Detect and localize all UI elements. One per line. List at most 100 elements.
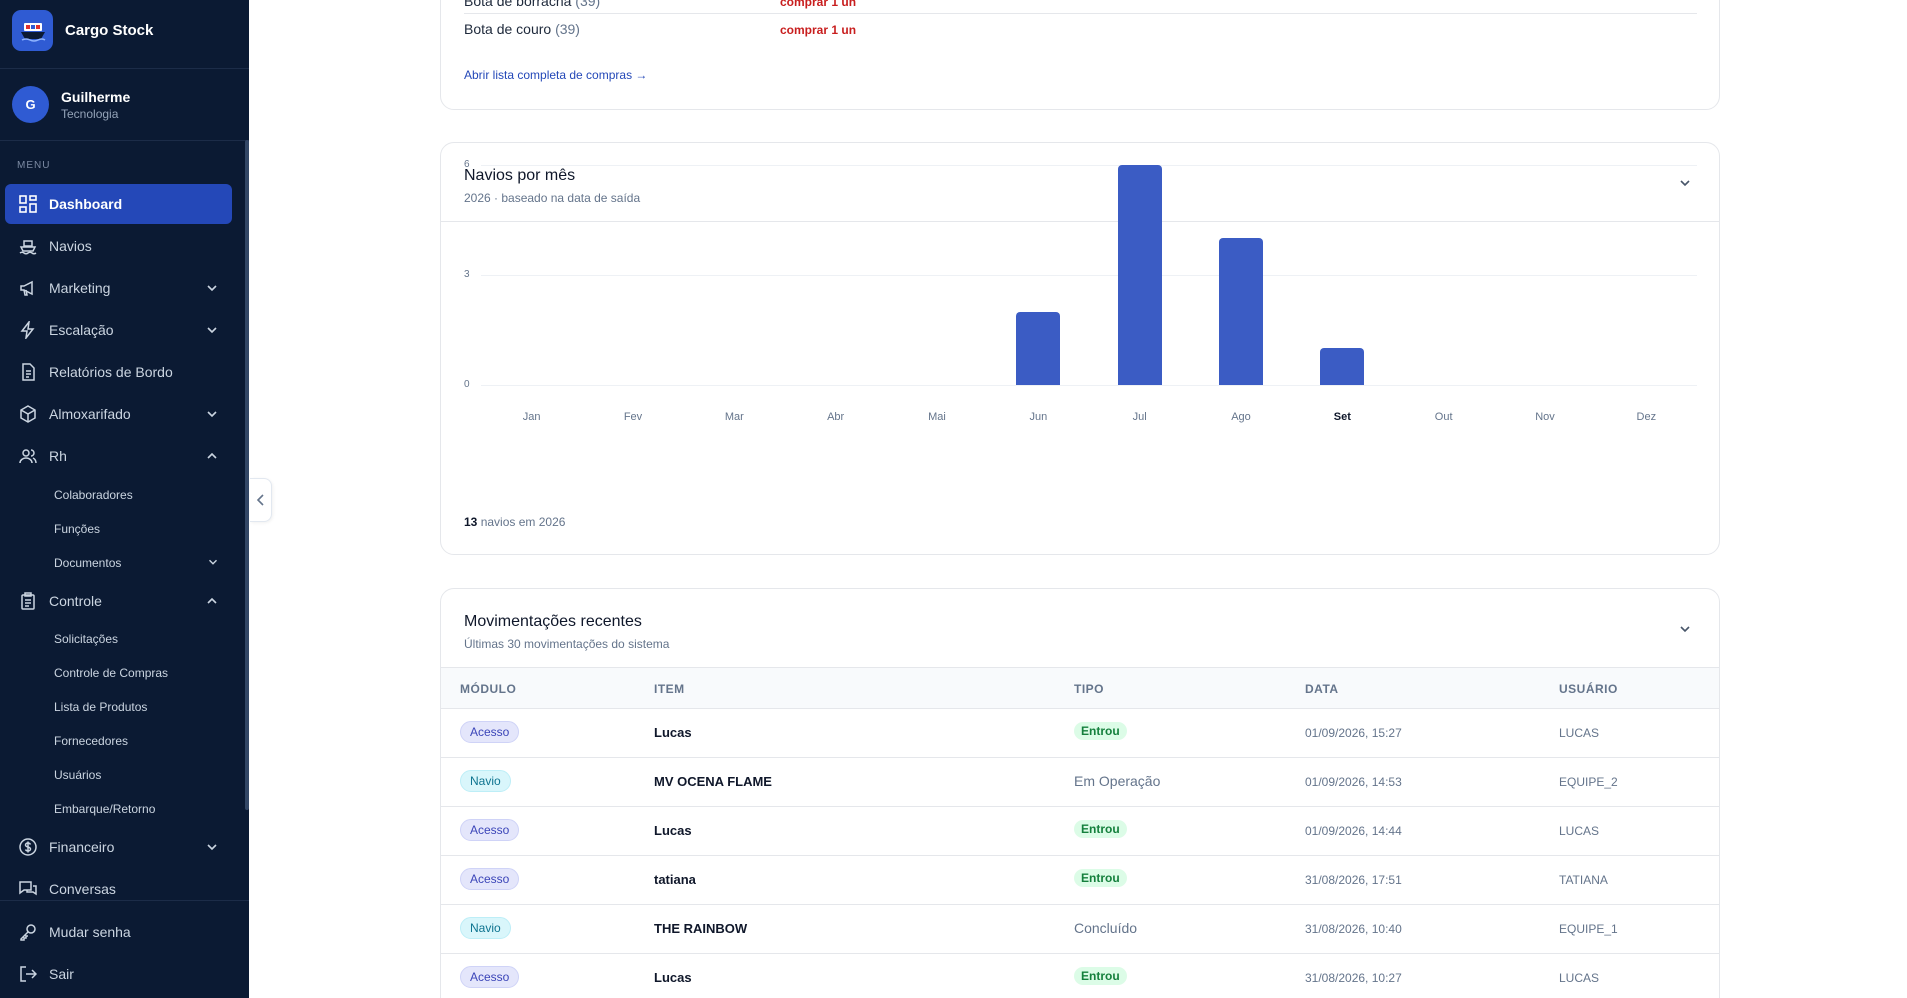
x-tick-label: Out xyxy=(1434,411,1453,423)
chevron-up-icon xyxy=(207,597,217,604)
sidebar-item-sair[interactable]: Sair xyxy=(5,954,232,994)
ships-per-month-card: Navios por mês 2026 · baseado na data de… xyxy=(440,142,1720,555)
column-header-date[interactable]: DATA xyxy=(1305,682,1339,696)
chevron-left-icon xyxy=(256,494,264,506)
bar-jun[interactable] xyxy=(1016,311,1061,385)
sidebar-subitem-colaboradores[interactable]: Colaboradores xyxy=(54,488,133,502)
module-badge: Navio xyxy=(460,917,511,939)
bar-ago[interactable] xyxy=(1219,238,1263,385)
sidebar-subitem-solicitacoes[interactable]: Solicitações xyxy=(54,632,119,646)
sidebar-item-label: Sair xyxy=(49,966,74,982)
chevron-down-icon[interactable] xyxy=(1677,621,1693,637)
brand[interactable]: Cargo Stock xyxy=(12,10,153,51)
date-cell: 01/09/2026, 14:53 xyxy=(1305,775,1402,789)
column-header-item[interactable]: ITEM xyxy=(654,682,685,696)
user-cell: EQUIPE_1 xyxy=(1559,922,1618,936)
table-row[interactable]: Acesso Lucas Entrou 31/08/2026, 10:27 LUCAS xyxy=(441,954,1719,998)
ship-icon xyxy=(18,236,38,256)
purchase-item-name: Bota de couro xyxy=(464,21,552,37)
purchase-action: comprar 1 un xyxy=(780,0,857,9)
app-name: Cargo Stock xyxy=(65,22,154,39)
sidebar-item-rh[interactable]: Rh xyxy=(5,436,232,476)
chevron-down-icon xyxy=(207,411,217,418)
sidebar-subitem-funcoes[interactable]: Funções xyxy=(54,522,101,536)
sidebar-subitem-documentos[interactable]: Documentos xyxy=(54,553,234,573)
chevron-down-icon xyxy=(209,559,217,565)
purchase-item-qty: (39) xyxy=(555,21,580,37)
date-cell: 31/08/2026, 10:40 xyxy=(1305,922,1402,936)
user-cell: LUCAS xyxy=(1559,726,1600,740)
user-cell: LUCAS xyxy=(1559,824,1600,838)
card-header[interactable]: Navios por mês 2026 · baseado na data de… xyxy=(441,143,1719,222)
card-title: Movimentações recentes xyxy=(464,613,642,630)
collapse-sidebar-button[interactable] xyxy=(250,478,272,522)
card-header[interactable]: Movimentações recentes Últimas 30 movime… xyxy=(441,589,1719,668)
sidebar-subitem-controle-de-compras[interactable]: Controle de Compras xyxy=(54,666,169,680)
sidebar-item-mudar-senha[interactable]: Mudar senha xyxy=(5,912,232,952)
menu-title: MENU xyxy=(17,160,51,171)
sidebar-item-escalacao[interactable]: Escalação xyxy=(5,310,232,350)
megaphone-icon xyxy=(18,278,38,298)
column-header-user[interactable]: USUÁRIO xyxy=(1559,682,1618,696)
sidebar-item-label: Almoxarifado xyxy=(49,406,131,422)
x-tick-label: Nov xyxy=(1535,411,1555,423)
sidebar: Cargo Stock G Guilherme Tecnologia MENU … xyxy=(0,0,249,998)
chevron-down-icon xyxy=(207,327,217,334)
bolt-icon xyxy=(18,320,38,340)
sidebar-item-label: Conversas xyxy=(49,881,116,897)
table-row[interactable]: Acesso tatiana Entrou 31/08/2026, 17:51 TATI… xyxy=(441,856,1719,905)
table-row[interactable]: Acesso Lucas Entrou 01/09/2026, 15:27 LUCAS xyxy=(441,709,1719,758)
type-text: Em Operação xyxy=(1074,773,1161,789)
type-badge: Entrou xyxy=(1074,722,1127,740)
sidebar-item-label: Controle xyxy=(49,593,102,609)
sidebar-subitem-lista-de-produtos[interactable]: Lista de Produtos xyxy=(54,700,148,714)
chevron-down-icon[interactable] xyxy=(1677,175,1693,191)
y-tick-label: 0 xyxy=(464,379,470,390)
date-cell: 31/08/2026, 10:27 xyxy=(1305,971,1402,985)
sidebar-item-financeiro[interactable]: Financeiro xyxy=(5,827,232,867)
item-name: THE RAINBOW xyxy=(654,921,748,936)
x-tick-label: Jul xyxy=(1132,411,1147,423)
purchase-item-name: Bota de borracha xyxy=(464,0,572,9)
document-icon xyxy=(18,362,38,382)
bar-set[interactable] xyxy=(1320,348,1365,385)
divider xyxy=(0,140,249,141)
sidebar-item-relatorios-de-bordo[interactable]: Relatórios de Bordo xyxy=(5,352,232,392)
purchase-row: Bota de borracha (39) xyxy=(464,0,600,9)
open-purchase-list-link[interactable]: Abrir lista completa de compras → xyxy=(464,68,648,82)
purchases-card: Bota de borracha (39) comprar 1 un Bota … xyxy=(440,0,1720,110)
purchase-action: comprar 1 un xyxy=(780,23,857,37)
sidebar-scrollbar[interactable] xyxy=(245,140,249,810)
x-tick-label: Jun xyxy=(1029,411,1048,423)
module-badge: Navio xyxy=(460,770,511,792)
sidebar-subitem-usuarios[interactable]: Usuários xyxy=(54,768,102,782)
table-row[interactable]: Acesso Lucas Entrou 01/09/2026, 14:44 LUCAS xyxy=(441,807,1719,856)
sidebar-item-controle[interactable]: Controle xyxy=(5,581,232,621)
sidebar-subitem-embarque-retorno[interactable]: Embarque/Retorno xyxy=(54,802,156,816)
chevron-up-icon xyxy=(207,452,217,459)
total-count: 13 xyxy=(464,515,478,529)
sidebar-item-conversas[interactable]: Conversas xyxy=(5,869,232,909)
sidebar-subitem-fornecedores[interactable]: Fornecedores xyxy=(54,734,129,748)
type-text: Concluído xyxy=(1074,920,1138,936)
column-header-type[interactable]: TIPO xyxy=(1074,682,1105,696)
column-header-module[interactable]: MÓDULO xyxy=(460,682,517,696)
x-tick-label: Jan xyxy=(522,411,541,423)
total-label: navios em 2026 xyxy=(480,515,566,529)
table-row[interactable]: Navio MV OCENA FLAME Em Operação 01/09/2026… xyxy=(441,758,1719,807)
sidebar-item-marketing[interactable]: Marketing xyxy=(5,268,232,308)
sidebar-item-navios[interactable]: Navios xyxy=(5,226,232,266)
module-badge: Acesso xyxy=(460,721,520,743)
type-badge: Entrou xyxy=(1074,967,1127,985)
ship-logo-icon xyxy=(12,10,53,51)
type-badge: Entrou xyxy=(1074,820,1127,838)
sidebar-item-almoxarifado[interactable]: Almoxarifado xyxy=(5,394,232,434)
date-cell: 31/08/2026, 17:51 xyxy=(1305,873,1402,887)
user-profile[interactable]: G Guilherme Tecnologia xyxy=(12,86,130,123)
sidebar-item-label: Relatórios de Bordo xyxy=(49,364,173,380)
sidebar-item-dashboard[interactable]: Dashboard xyxy=(5,184,232,224)
x-tick-label: Fev xyxy=(623,411,643,423)
table-row[interactable]: Navio THE RAINBOW Concluído 31/08/2026, 10:… xyxy=(441,905,1719,954)
x-tick-label: Dez xyxy=(1636,411,1657,423)
bar-jul[interactable] xyxy=(1117,165,1162,385)
